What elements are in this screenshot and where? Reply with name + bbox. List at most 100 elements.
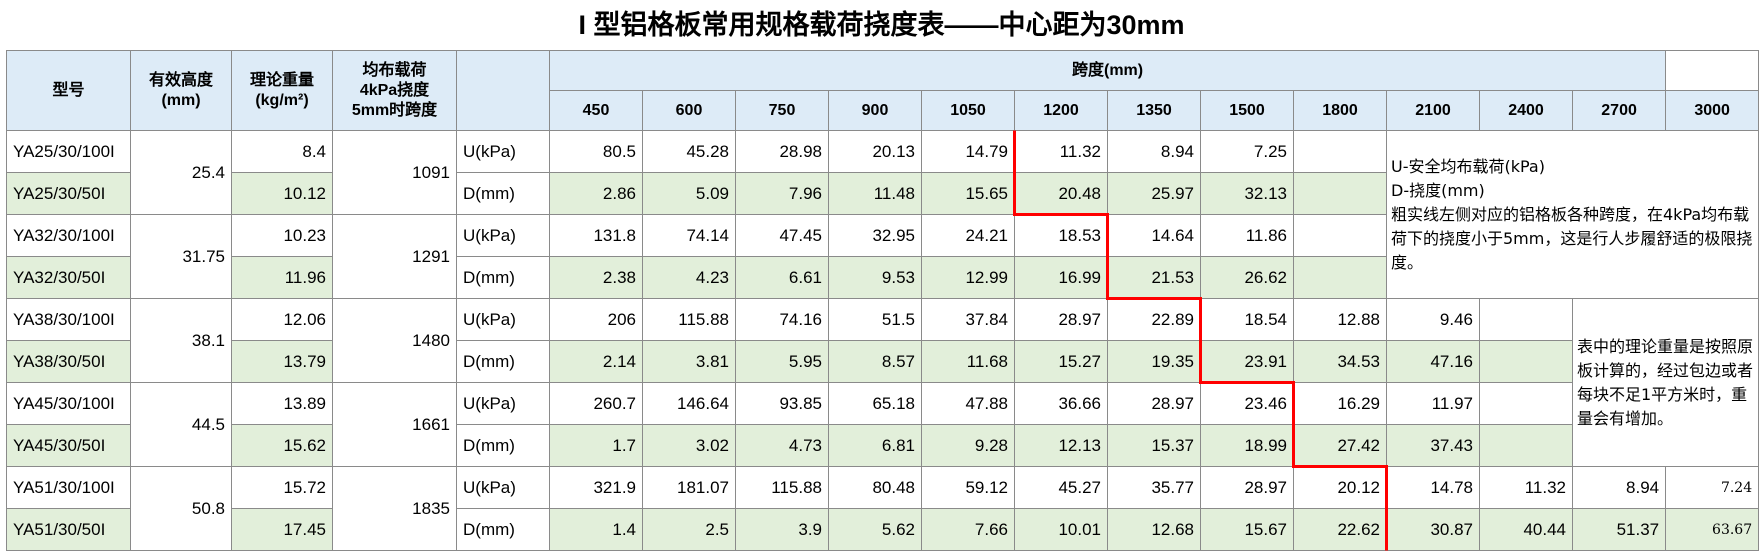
value: 28.97 <box>1200 466 1294 509</box>
value: 59.12 <box>921 466 1015 509</box>
value: 15.67 <box>1200 508 1294 551</box>
value: 321.9 <box>549 466 643 509</box>
value: 63.67 <box>1665 508 1760 551</box>
row-label: U(kPa) <box>456 298 550 341</box>
span-header: 900 <box>828 90 922 131</box>
value: 12.88 <box>1293 298 1387 341</box>
value: 12.13 <box>1014 424 1108 467</box>
value: 80.5 <box>549 130 643 173</box>
value: 7.25 <box>1200 130 1294 173</box>
row-label: D(mm) <box>456 172 550 215</box>
value: 12.99 <box>921 256 1015 299</box>
value: 47.88 <box>921 382 1015 425</box>
value: 7.24 <box>1665 466 1760 509</box>
value: 51.5 <box>828 298 922 341</box>
model: YA38/30/50I <box>6 340 131 383</box>
value: 11.48 <box>828 172 922 215</box>
header-text: 有效高度 <box>148 71 213 89</box>
data-row: YA38/30/50I 13.79 D(mm) 2.14 3.81 5.95 8.57 11.… <box>6 340 1759 383</box>
value: 23.46 <box>1200 382 1294 425</box>
value: 23.91 <box>1200 340 1294 383</box>
value: 22.89 <box>1107 298 1201 341</box>
data-row: YA38/30/100I 38.1 12.06 1480 U(kPa) 206 115.88… <box>6 298 1760 467</box>
note: U-安全均布载荷(kPa) D-挠度(mm) 粗实线左侧对应的铝格板各种跨度，在4k… <box>1385 130 1760 299</box>
value: 34.53 <box>1293 340 1387 383</box>
value: 8.94 <box>1107 130 1201 173</box>
data-row: YA25/30/100I 25.4 8.4 1091 U(kPa) 80.5 45.28 28… <box>6 130 1760 299</box>
header-text: 4kPa挠度 <box>359 81 430 99</box>
value: 14.79 <box>921 130 1015 173</box>
span-4kpa: 1091 <box>332 130 457 215</box>
header-text: (kg/m²) <box>255 91 309 109</box>
value: 22.62 <box>1293 508 1387 551</box>
model: YA38/30/100I <box>6 298 131 341</box>
value: 6.81 <box>828 424 922 467</box>
value: 12.68 <box>1107 508 1201 551</box>
weight: 11.96 <box>231 256 333 299</box>
empty <box>1293 256 1387 299</box>
header-cell: 型号 <box>6 50 131 131</box>
model: YA32/30/100I <box>6 214 131 257</box>
model: YA32/30/50I <box>6 256 131 299</box>
model: YA25/30/100I <box>6 130 131 173</box>
value: 5.95 <box>735 340 829 383</box>
span-header: 1050 <box>921 90 1015 131</box>
data-row: YA45/30/50I 15.62 D(mm) 1.7 3.02 4.73 6.81 9.28… <box>6 424 1759 467</box>
model: YA51/30/50I <box>6 508 131 551</box>
weight: 15.62 <box>231 424 333 467</box>
title: I 型铝格板常用规格载荷挠度表——中心距为30mm <box>578 10 1185 40</box>
value: 3.9 <box>735 508 829 551</box>
value: 9.53 <box>828 256 922 299</box>
height: 44.5 <box>130 382 232 467</box>
value: 5.09 <box>642 172 736 215</box>
value: 11.97 <box>1386 382 1480 425</box>
value: 80.48 <box>828 466 922 509</box>
header-text: (mm) <box>161 91 201 109</box>
value: 2.38 <box>549 256 643 299</box>
empty <box>1479 340 1573 383</box>
value: 19.35 <box>1107 340 1201 383</box>
value: 26.62 <box>1200 256 1294 299</box>
value: 4.23 <box>642 256 736 299</box>
header-cell: 有效高度 (mm) <box>130 50 232 131</box>
value: 9.46 <box>1386 298 1480 341</box>
value: 24.21 <box>921 214 1015 257</box>
span-header: 1350 <box>1107 90 1201 131</box>
weight: 8.4 <box>231 130 333 173</box>
empty <box>1479 424 1573 467</box>
value: 18.99 <box>1200 424 1294 467</box>
span-header: 450 <box>549 90 643 131</box>
header-text: 理论重量 <box>249 71 314 89</box>
header-text: 跨度(mm) <box>1072 61 1144 79</box>
header-cell: 均布载荷 4kPa挠度 5mm时跨度 <box>332 50 457 131</box>
row-label: D(mm) <box>456 508 550 551</box>
value: 36.66 <box>1014 382 1108 425</box>
span-header: 1200 <box>1014 90 1108 131</box>
span-header: 600 <box>642 90 736 131</box>
value: 45.28 <box>642 130 736 173</box>
value: 35.77 <box>1107 466 1201 509</box>
value: 131.8 <box>549 214 643 257</box>
load-table: 型号 有效高度 (mm) 理论重量 (kg/m²) 均布载荷 4kPa挠度 5mm时跨度… <box>6 50 1760 551</box>
row-label: D(mm) <box>456 256 550 299</box>
value: 20.13 <box>828 130 922 173</box>
empty <box>1293 130 1387 173</box>
height: 31.75 <box>130 214 232 299</box>
empty <box>1479 298 1573 341</box>
model: YA45/30/50I <box>6 424 131 467</box>
value: 10.01 <box>1014 508 1108 551</box>
value: 9.28 <box>921 424 1015 467</box>
note-line: 粗实线左侧对应的铝格板各种跨度，在4kPa均布载荷下的挠度小于5mm，这是行人步… <box>1391 204 1753 272</box>
row-label: U(kPa) <box>456 382 550 425</box>
header-cell <box>1665 50 1760 91</box>
span-header: 2100 <box>1386 90 1480 131</box>
value: 146.64 <box>642 382 736 425</box>
value: 28.98 <box>735 130 829 173</box>
value: 7.96 <box>735 172 829 215</box>
note-line: D-挠度(mm) <box>1391 180 1485 200</box>
header-row: 型号 有效高度 (mm) 理论重量 (kg/m²) 均布载荷 4kPa挠度 5mm时跨度… <box>6 50 1760 131</box>
value: 11.68 <box>921 340 1015 383</box>
header-cell: 跨度(mm) <box>548 50 1667 91</box>
empty <box>1293 214 1387 257</box>
value: 16.29 <box>1293 382 1387 425</box>
